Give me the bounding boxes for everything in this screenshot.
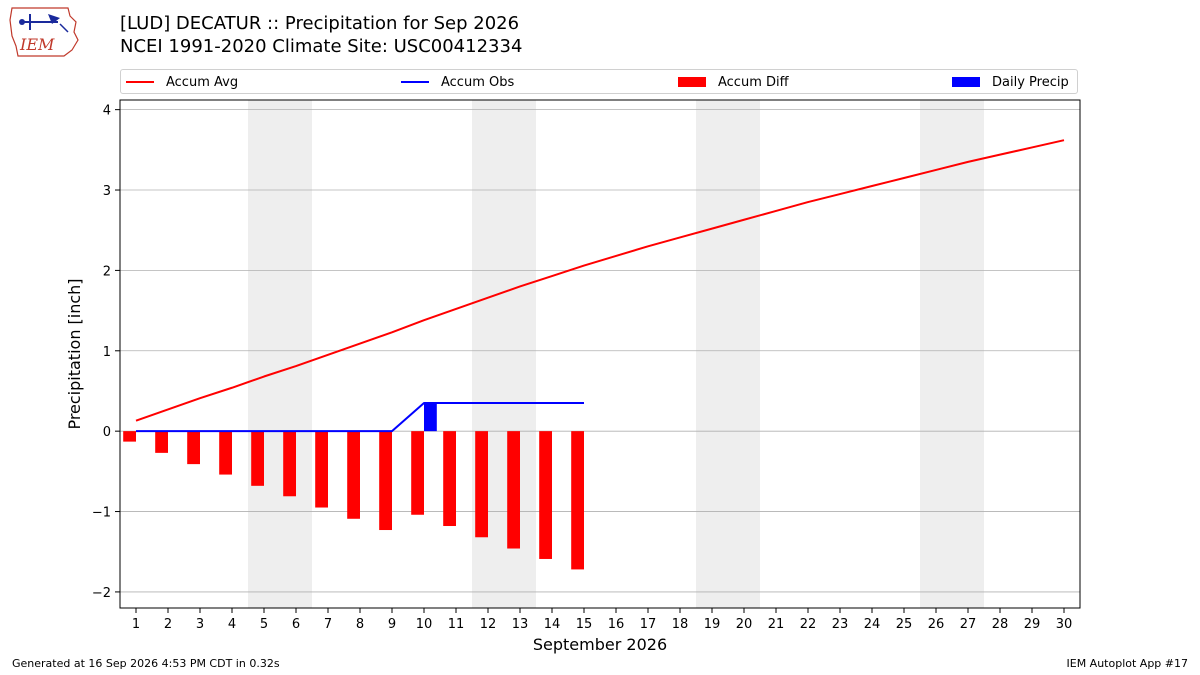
x-tick-label: 18: [672, 617, 689, 632]
weekend-band-4: [920, 100, 984, 608]
x-tick-label: 19: [704, 617, 721, 632]
accum-diff-bar: [123, 431, 136, 442]
legend-item-daily-precip: Daily Precip: [952, 73, 1069, 91]
y-tick-label: 3: [103, 184, 111, 199]
x-tick-label: 3: [196, 617, 204, 632]
iem-logo-icon: IEM: [8, 6, 80, 58]
x-tick-label: 14: [544, 617, 561, 632]
x-tick-label: 12: [480, 617, 497, 632]
x-tick-label: 4: [228, 617, 236, 632]
accum-diff-bar: [539, 431, 552, 559]
accum-diff-bar: [187, 431, 200, 465]
x-tick-label: 6: [292, 617, 300, 632]
y-tick-label: −1: [92, 506, 111, 521]
legend-item-accum-obs: Accum Obs: [401, 73, 514, 91]
accum-diff-bar: [251, 431, 264, 486]
x-tick-label: 24: [864, 617, 881, 632]
x-tick-label: 28: [992, 617, 1009, 632]
y-tick-label: 1: [103, 345, 111, 360]
legend-swatch-accum-avg: [126, 81, 154, 83]
plot-frame: [119, 99, 1081, 609]
legend-label-accum-diff: Accum Diff: [718, 74, 789, 90]
x-tick-label: 10: [416, 617, 433, 632]
accum-diff-bar: [347, 431, 360, 519]
y-tick-label: −2: [92, 586, 111, 601]
x-tick-label: 2: [164, 617, 172, 632]
title-line-1: [LUD] DECATUR :: Precipitation for Sep 2…: [120, 13, 520, 34]
accum-diff-bar: [507, 431, 520, 549]
generated-timestamp: Generated at 16 Sep 2026 4:53 PM CDT in …: [12, 657, 280, 670]
x-tick-label: 27: [960, 617, 977, 632]
accum-diff-bar: [283, 431, 296, 497]
title-line-2: NCEI 1991-2020 Climate Site: USC00412334: [120, 36, 523, 57]
x-tick-label: 20: [736, 617, 753, 632]
accum-diff-bar: [379, 431, 392, 531]
legend-label-daily-precip: Daily Precip: [992, 74, 1069, 90]
legend-swatch-accum-diff: [678, 77, 706, 87]
logo-text: IEM: [19, 35, 55, 54]
weekend-band-3: [696, 100, 760, 608]
y-tick-label: 4: [103, 104, 111, 119]
chart-legend: Accum Avg Accum Obs Accum Diff Daily Pre…: [120, 69, 1078, 94]
accum-diff-bar: [315, 431, 328, 508]
x-tick-label: 17: [640, 617, 657, 632]
x-tick-label: 29: [1024, 617, 1041, 632]
accum-diff-bar: [443, 431, 456, 527]
accum-diff-bar: [475, 431, 488, 538]
x-tick-label: 15: [576, 617, 593, 632]
legend-label-accum-obs: Accum Obs: [441, 74, 515, 90]
legend-item-accum-diff: Accum Diff: [678, 73, 789, 91]
accum-diff-bar: [411, 431, 424, 515]
x-tick-label: 7: [324, 617, 332, 632]
x-tick-label: 16: [608, 617, 625, 632]
accum-diff-bar: [219, 431, 232, 475]
accum-avg-line: [135, 139, 1065, 422]
daily-precip-bar: [424, 403, 437, 432]
accum-diff-bar: [571, 431, 584, 570]
legend-swatch-daily-precip: [952, 77, 980, 87]
x-tick-label: 23: [832, 617, 849, 632]
x-tick-label: 13: [512, 617, 529, 632]
x-axis-label: September 2026: [533, 635, 667, 654]
y-axis-label: Precipitation [inch]: [65, 278, 84, 429]
x-tick-label: 11: [448, 617, 465, 632]
x-tick-label: 26: [928, 617, 945, 632]
x-tick-label: 1: [132, 617, 140, 632]
x-tick-label: 21: [768, 617, 785, 632]
x-tick-label: 9: [388, 617, 396, 632]
x-tick-label: 25: [896, 617, 913, 632]
x-tick-label: 30: [1056, 617, 1073, 632]
autoplot-app-label: IEM Autoplot App #17: [1066, 657, 1189, 670]
weekend-band-1: [248, 100, 312, 608]
legend-item-accum-avg: Accum Avg: [126, 73, 238, 91]
accum-diff-bar: [155, 431, 168, 453]
legend-label-accum-avg: Accum Avg: [166, 74, 239, 90]
chart-title: [LUD] DECATUR :: Precipitation for Sep 2…: [120, 12, 522, 58]
y-tick-label: 0: [103, 425, 111, 440]
x-tick-label: 8: [356, 617, 364, 632]
legend-swatch-accum-obs: [401, 81, 429, 83]
x-tick-label: 22: [800, 617, 817, 632]
y-tick-label: 2: [103, 264, 111, 279]
accum-obs-line: [136, 402, 584, 433]
x-tick-label: 5: [260, 617, 268, 632]
